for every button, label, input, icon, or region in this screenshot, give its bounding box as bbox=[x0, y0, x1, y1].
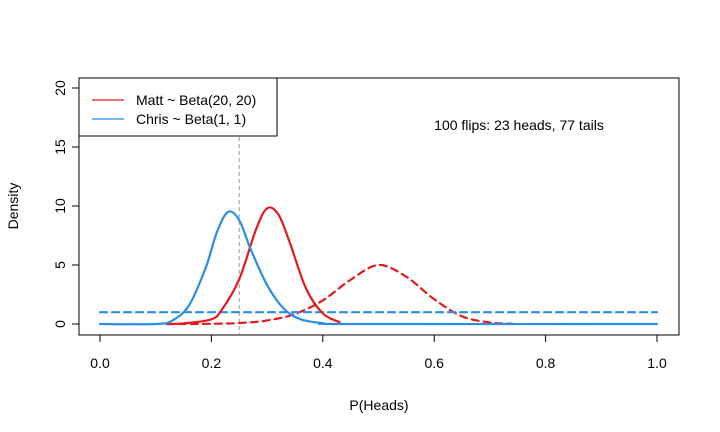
x-tick-label: 1.0 bbox=[647, 355, 667, 371]
posterior-curve-chris bbox=[98, 210, 659, 326]
y-tick-label: 10 bbox=[52, 198, 68, 214]
posterior-curve-matt bbox=[165, 206, 341, 326]
x-tick-label: 0.8 bbox=[536, 355, 556, 371]
x-axis-ticks: 0.0 0.2 0.4 0.6 0.8 1.0 bbox=[90, 335, 667, 371]
x-tick-label: 0.6 bbox=[424, 355, 444, 371]
x-tick-label: 0.0 bbox=[90, 355, 110, 371]
flips-annotation: 100 flips: 23 heads, 77 tails bbox=[434, 117, 604, 133]
series-layer bbox=[98, 206, 659, 326]
x-axis-title: P(Heads) bbox=[349, 397, 408, 413]
legend-box bbox=[78, 77, 278, 137]
legend-label-matt: Matt ~ Beta(20, 20) bbox=[136, 92, 256, 108]
legend: Matt ~ Beta(20, 20) Chris ~ Beta(1, 1) bbox=[78, 77, 278, 137]
y-axis-ticks: 0 5 10 15 20 bbox=[52, 80, 79, 328]
y-axis-title: Density bbox=[5, 183, 21, 230]
prior-curve-matt bbox=[165, 263, 514, 326]
y-tick-label: 20 bbox=[52, 80, 68, 96]
y-tick-label: 5 bbox=[52, 261, 68, 269]
x-tick-label: 0.2 bbox=[202, 355, 222, 371]
y-tick-label: 15 bbox=[52, 139, 68, 155]
legend-label-chris: Chris ~ Beta(1, 1) bbox=[136, 111, 246, 127]
x-tick-label: 0.4 bbox=[313, 355, 333, 371]
y-tick-label: 0 bbox=[52, 320, 68, 328]
